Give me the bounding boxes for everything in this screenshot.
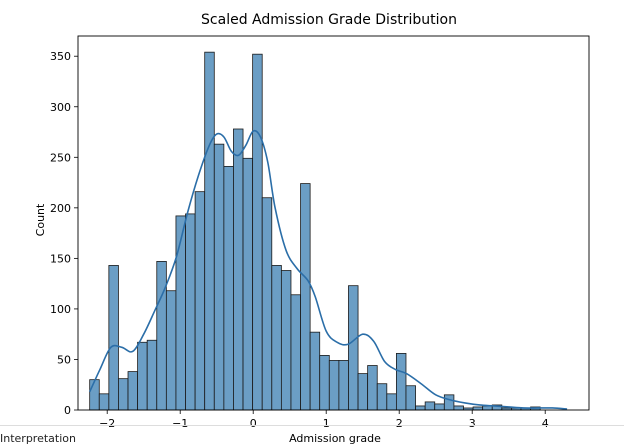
histogram-bar	[290, 294, 301, 411]
x-axis-ticks: −2 −1 0 1 2 3 4	[99, 410, 549, 430]
histogram-bar	[319, 355, 330, 411]
histogram-bar	[434, 403, 445, 411]
x-tick-label: 2	[396, 417, 403, 430]
y-axis-label: Count	[34, 203, 47, 236]
histogram-bar	[338, 360, 349, 411]
histogram-bar	[89, 379, 100, 411]
histogram-bar	[146, 339, 158, 411]
x-tick-label: 4	[542, 417, 549, 430]
histogram-bar	[127, 371, 139, 411]
y-tick-label: 100	[50, 303, 71, 316]
histogram-bar	[367, 365, 378, 411]
histogram-bar	[204, 51, 215, 411]
y-tick-label: 300	[50, 101, 71, 114]
interpretation-heading: Interpretation	[0, 432, 76, 445]
histogram-bar	[137, 341, 148, 411]
chart-title: Scaled Admission Grade Distribution	[201, 12, 457, 28]
x-tick-label: 0	[250, 417, 257, 430]
histogram-bar	[194, 191, 206, 411]
x-tick-label: 1	[323, 417, 330, 430]
histogram-bar	[223, 165, 234, 411]
plot-frame	[77, 35, 590, 411]
histogram-bar	[280, 270, 292, 411]
histogram-bar	[165, 290, 177, 411]
histogram-bar	[118, 378, 129, 411]
x-tick-label: 3	[469, 417, 476, 430]
cell-divider	[0, 425, 624, 426]
histogram-bar	[443, 394, 455, 411]
histogram-bar	[213, 143, 225, 411]
histogram-bar	[348, 285, 359, 411]
histogram-bar	[424, 401, 436, 411]
histogram-bar	[386, 393, 397, 411]
y-tick-label: 200	[50, 202, 71, 215]
histogram-bar	[376, 383, 388, 411]
y-tick-label: 250	[50, 151, 71, 164]
histogram-bar	[482, 405, 493, 411]
kde-curve	[88, 129, 568, 410]
y-tick-label: 150	[50, 252, 71, 265]
histogram-bar	[156, 261, 167, 411]
x-tick-label: −1	[172, 417, 188, 430]
histogram-bar	[261, 197, 273, 411]
y-tick-label: 50	[57, 353, 71, 366]
histogram-bar	[300, 183, 311, 411]
histogram-bar	[453, 405, 464, 411]
histogram-bar	[233, 128, 244, 411]
histogram-bar	[309, 331, 321, 411]
histogram-bar	[242, 157, 254, 411]
histogram-bar	[108, 265, 119, 411]
histogram-bar	[395, 352, 407, 411]
histogram-bar	[175, 215, 186, 411]
histogram-bar	[328, 360, 340, 411]
x-tick-label: −2	[99, 417, 115, 430]
bars-group	[89, 51, 541, 411]
histogram-bar	[357, 373, 369, 411]
histogram-bar	[98, 393, 110, 411]
y-tick-label: 350	[50, 50, 71, 63]
histogram-bar	[185, 213, 196, 411]
y-tick-label: 0	[64, 404, 71, 417]
x-axis-label: Admission grade	[289, 432, 381, 445]
histogram-bar	[472, 406, 484, 411]
histogram-bar	[271, 265, 282, 411]
histogram-bar	[415, 405, 426, 411]
y-axis-ticks: 0 50 100 150 200 250 300 350	[50, 50, 78, 417]
histogram-bar	[405, 385, 416, 411]
histogram-bar	[252, 53, 263, 411]
